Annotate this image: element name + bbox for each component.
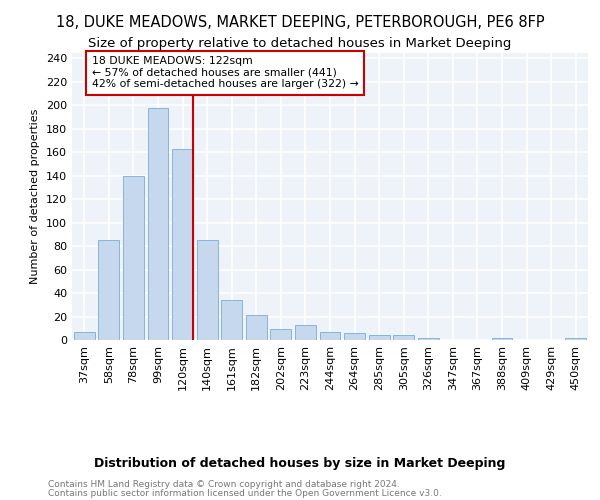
Bar [368,336,389,340]
Bar [74,332,95,340]
Bar [148,108,169,340]
Bar [295,324,316,340]
Bar [123,176,144,340]
Bar [344,333,365,340]
Text: Contains HM Land Registry data © Crown copyright and database right 2024.: Contains HM Land Registry data © Crown c… [48,480,400,489]
Text: Size of property relative to detached houses in Market Deeping: Size of property relative to detached ho… [88,38,512,51]
Bar [271,330,292,340]
Bar [565,338,586,340]
Bar [418,338,439,340]
Text: Contains public sector information licensed under the Open Government Licence v3: Contains public sector information licen… [48,489,442,498]
Bar [320,332,340,340]
Text: 18, DUKE MEADOWS, MARKET DEEPING, PETERBOROUGH, PE6 8FP: 18, DUKE MEADOWS, MARKET DEEPING, PETERB… [56,15,544,30]
Bar [393,336,414,340]
Bar [246,316,267,340]
Y-axis label: Number of detached properties: Number of detached properties [31,108,40,284]
Bar [491,338,512,340]
Text: Distribution of detached houses by size in Market Deeping: Distribution of detached houses by size … [94,458,506,470]
Bar [221,300,242,340]
Bar [172,148,193,340]
Bar [98,240,119,340]
Text: 18 DUKE MEADOWS: 122sqm
← 57% of detached houses are smaller (441)
42% of semi-d: 18 DUKE MEADOWS: 122sqm ← 57% of detache… [92,56,358,89]
Bar [197,240,218,340]
